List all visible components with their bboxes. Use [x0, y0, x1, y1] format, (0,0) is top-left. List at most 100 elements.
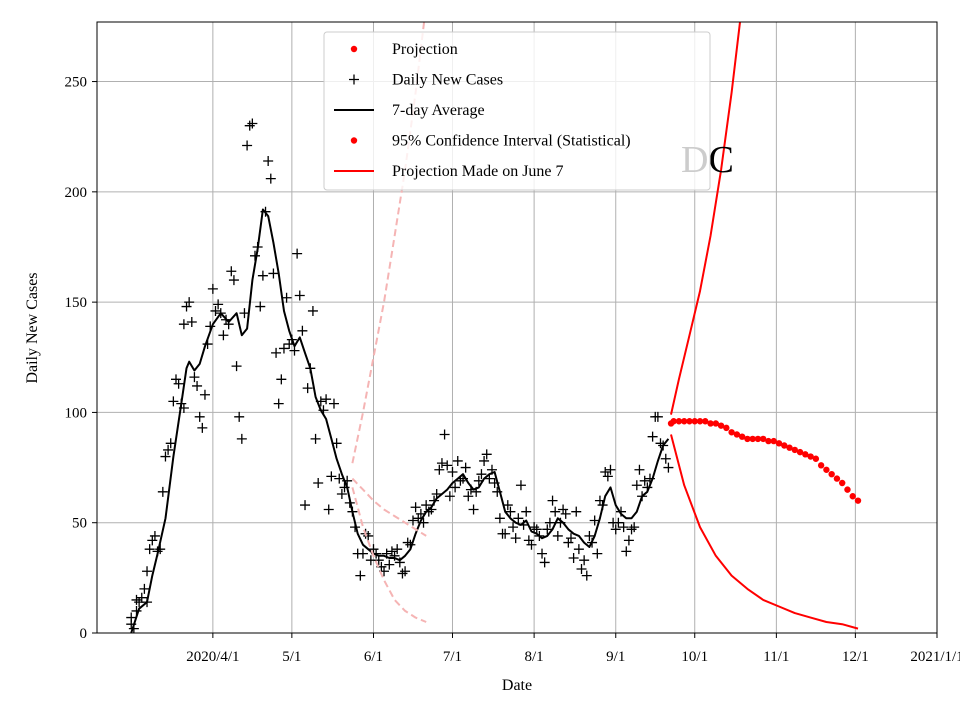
data-point-plus — [479, 455, 490, 466]
data-point-plus — [513, 513, 524, 524]
data-point-plus — [436, 458, 447, 469]
legend-swatch-dot — [350, 137, 358, 144]
data-point-plus — [323, 504, 334, 515]
data-point-plus — [273, 398, 284, 409]
data-point-plus — [147, 535, 158, 546]
y-tick-label: 100 — [65, 405, 88, 421]
data-point-plus — [613, 517, 624, 528]
data-point-plus — [165, 438, 176, 449]
data-point-plus — [639, 475, 650, 486]
legend-label: Projection — [392, 41, 458, 58]
data-point-plus — [542, 524, 553, 535]
data-point-dot — [696, 418, 704, 425]
data-point-plus — [581, 570, 592, 581]
data-point-plus — [181, 301, 192, 312]
series-95-ci-lower-earlier-projection — [351, 487, 427, 623]
y-tick-label: 0 — [80, 626, 88, 642]
legend-item-projection-made-on-june-7: Projection Made on June 7 — [334, 163, 564, 180]
series-projection-made-on-june-7-lower — [670, 434, 859, 630]
data-point-plus — [207, 283, 218, 294]
data-point-plus — [242, 140, 253, 151]
data-point-plus — [321, 394, 332, 405]
data-point-dot — [749, 435, 756, 443]
data-point-plus — [521, 506, 532, 517]
series-line — [670, 434, 859, 630]
series-line — [670, 22, 742, 415]
data-point-plus — [389, 550, 400, 561]
data-point-plus — [363, 530, 374, 541]
x-axis: 2020/4/1 5/1 6/1 7/1 8/1 9/1 10/1 11/1 12/1 2021/… — [186, 633, 960, 665]
data-point-plus — [197, 422, 208, 433]
data-point-plus — [163, 444, 174, 455]
data-point-dot — [833, 475, 841, 482]
plot-frame — [96, 21, 938, 634]
data-point-plus — [552, 530, 563, 541]
data-point-plus — [618, 522, 629, 533]
x-tick-label: 2020/4/1 — [186, 649, 239, 665]
data-point-plus — [444, 491, 455, 502]
data-point-plus — [558, 504, 569, 515]
data-point-dot — [738, 433, 746, 440]
data-point-plus — [589, 515, 600, 526]
data-point-plus — [271, 347, 282, 358]
data-point-plus — [537, 548, 548, 559]
data-point-dot — [770, 437, 777, 445]
data-point-dot — [828, 470, 835, 478]
data-point-plus — [605, 464, 616, 475]
data-point-plus — [529, 522, 540, 533]
data-point-dot — [723, 424, 730, 432]
series-95-ci-band-earlier-projection-upper-arm — [351, 477, 427, 537]
data-point-dot — [786, 444, 793, 451]
data-point-dot — [765, 437, 772, 445]
data-point-dot — [707, 420, 714, 427]
data-point-plus — [547, 495, 558, 506]
data-point-plus — [139, 583, 150, 594]
data-point-plus — [602, 471, 613, 482]
data-point-plus — [136, 592, 147, 603]
data-point-plus — [402, 537, 413, 548]
data-point-plus — [610, 524, 621, 535]
data-point-dot — [717, 422, 725, 429]
data-point-dot — [807, 453, 814, 460]
data-point-plus — [621, 546, 632, 557]
data-point-plus — [568, 553, 579, 564]
data-point-plus — [294, 290, 305, 301]
legend: Projection Daily New Cases 7-day Average 95… — [323, 31, 711, 191]
data-point-dot — [839, 479, 846, 487]
data-point-plus — [481, 449, 492, 460]
data-point-dot — [691, 418, 698, 425]
data-point-plus — [336, 489, 347, 500]
data-point-plus — [192, 380, 203, 391]
data-point-plus — [663, 462, 674, 473]
data-point-plus — [228, 275, 239, 286]
legend-label: 7-day Average — [392, 102, 485, 119]
y-tick-label: 200 — [65, 185, 88, 201]
x-tick-label: 6/1 — [364, 649, 383, 665]
data-point-plus — [297, 325, 308, 336]
data-point-dot — [781, 442, 788, 449]
data-point-plus — [173, 378, 184, 389]
data-point-dot — [775, 440, 783, 447]
data-point-plus — [623, 535, 634, 546]
data-point-dot — [817, 462, 825, 469]
data-point-plus — [463, 491, 474, 502]
data-point-dot — [744, 435, 751, 443]
data-point-dot — [670, 418, 677, 425]
data-point-plus — [384, 559, 395, 570]
data-point-plus — [386, 546, 397, 557]
data-point-plus — [328, 398, 339, 409]
data-point-plus — [373, 555, 384, 566]
x-tick-label: 2021/1/1 — [910, 649, 960, 665]
x-tick-label: 12/1 — [842, 649, 869, 665]
data-point-plus — [247, 118, 258, 129]
data-point-dot — [812, 455, 820, 462]
legend-swatch-dot — [350, 45, 358, 53]
data-point-plus — [515, 480, 526, 491]
data-point-dot — [854, 497, 862, 504]
data-point-plus — [268, 268, 279, 279]
data-point-plus — [505, 506, 516, 517]
data-point-plus — [539, 557, 550, 568]
data-point-plus — [400, 566, 411, 577]
legend-label: Projection Made on June 7 — [392, 163, 564, 180]
